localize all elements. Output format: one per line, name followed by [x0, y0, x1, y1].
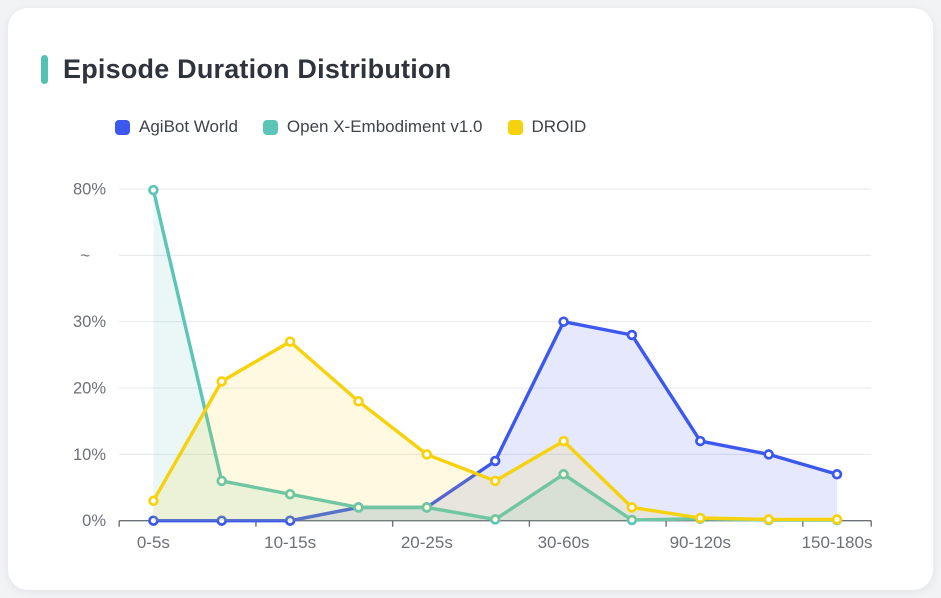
- series-marker-droid: [763, 514, 774, 525]
- chart-title-row: Episode Duration Distribution: [41, 54, 451, 85]
- series-marker-droid: [216, 376, 227, 387]
- series-marker-open-x-embodiment-v1-0: [489, 514, 501, 525]
- title-accent-bar: [41, 55, 48, 84]
- series-marker-agibot-world: [558, 316, 569, 327]
- legend-swatch-icon: [507, 119, 523, 135]
- series-marker-open-x-embodiment-v1-0: [421, 502, 433, 513]
- series-marker-open-x-embodiment-v1-0: [353, 502, 364, 513]
- legend-label: AgiBot World: [139, 117, 238, 136]
- series-area-open-x-embodiment-v1-0: [153, 190, 837, 521]
- y-axis-label: ~: [80, 247, 90, 265]
- series-marker-open-x-embodiment-v1-0: [216, 475, 227, 487]
- series-marker-droid: [284, 336, 296, 347]
- series-marker-agibot-world: [489, 455, 501, 467]
- series-area-agibot-world: [153, 321, 837, 521]
- series-marker-agibot-world: [763, 449, 774, 460]
- y-axis-label: 80%: [73, 181, 106, 199]
- series-marker-agibot-world: [216, 515, 227, 526]
- legend-label: DROID: [531, 117, 587, 136]
- episode-duration-chart: 0% 10% 20% 30% ~80% 0-5s 10-15s 20-25s 30-60s 90-…: [73, 181, 873, 552]
- x-axis-label: 20-25s: [401, 533, 453, 552]
- series-marker-droid: [831, 514, 843, 525]
- series-marker-droid: [148, 495, 159, 507]
- series-marker-droid: [489, 475, 501, 487]
- series-marker-droid: [626, 502, 638, 513]
- series-area-droid: [153, 341, 837, 521]
- series-marker-droid: [558, 435, 569, 447]
- series-marker-open-x-embodiment-v1-0: [626, 514, 638, 526]
- series-marker-agibot-world: [695, 435, 706, 447]
- x-axis-label: 10-15s: [264, 533, 316, 552]
- series-marker-open-x-embodiment-v1-0: [148, 184, 159, 196]
- y-axis-label: 0%: [82, 512, 106, 530]
- series-marker-open-x-embodiment-v1-0: [558, 469, 569, 480]
- x-axis-label: 30-60s: [538, 533, 590, 552]
- legend-swatch-icon: [262, 119, 278, 135]
- chart-title: Episode Duration Distribution: [63, 54, 452, 84]
- chart-legend: AgiBot World Open X-Embodiment v1.0 DROID: [115, 117, 586, 137]
- series-marker-droid: [353, 396, 364, 407]
- legend-label: Open X-Embodiment v1.0: [286, 117, 483, 136]
- y-axis-label: 30%: [73, 313, 106, 331]
- x-axis-label: 0-5s: [137, 533, 170, 552]
- series-marker-droid: [695, 512, 706, 524]
- series-marker-agibot-world: [148, 515, 159, 526]
- series-marker-agibot-world: [626, 329, 638, 341]
- series-marker-open-x-embodiment-v1-0: [284, 488, 296, 500]
- y-axis-label: 10%: [73, 446, 106, 464]
- chart-card: 0% 10% 20% 30% ~80% 0-5s 10-15s 20-25s 30-60s 90-…: [8, 8, 933, 590]
- legend-swatch-icon: [115, 119, 130, 135]
- legend-item-agibot-world[interactable]: AgiBot World: [115, 117, 238, 137]
- legend-item-open-x-embodiment-v1-0[interactable]: Open X-Embodiment v1.0: [262, 117, 483, 137]
- legend-item-droid[interactable]: DROID: [507, 117, 587, 137]
- series-marker-agibot-world: [831, 469, 843, 480]
- y-axis-label: 20%: [73, 380, 106, 398]
- x-axis-label: 150-180s: [802, 533, 873, 552]
- series-marker-agibot-world: [284, 515, 296, 526]
- x-axis-label: 90-120s: [670, 533, 731, 552]
- series-marker-droid: [421, 449, 433, 460]
